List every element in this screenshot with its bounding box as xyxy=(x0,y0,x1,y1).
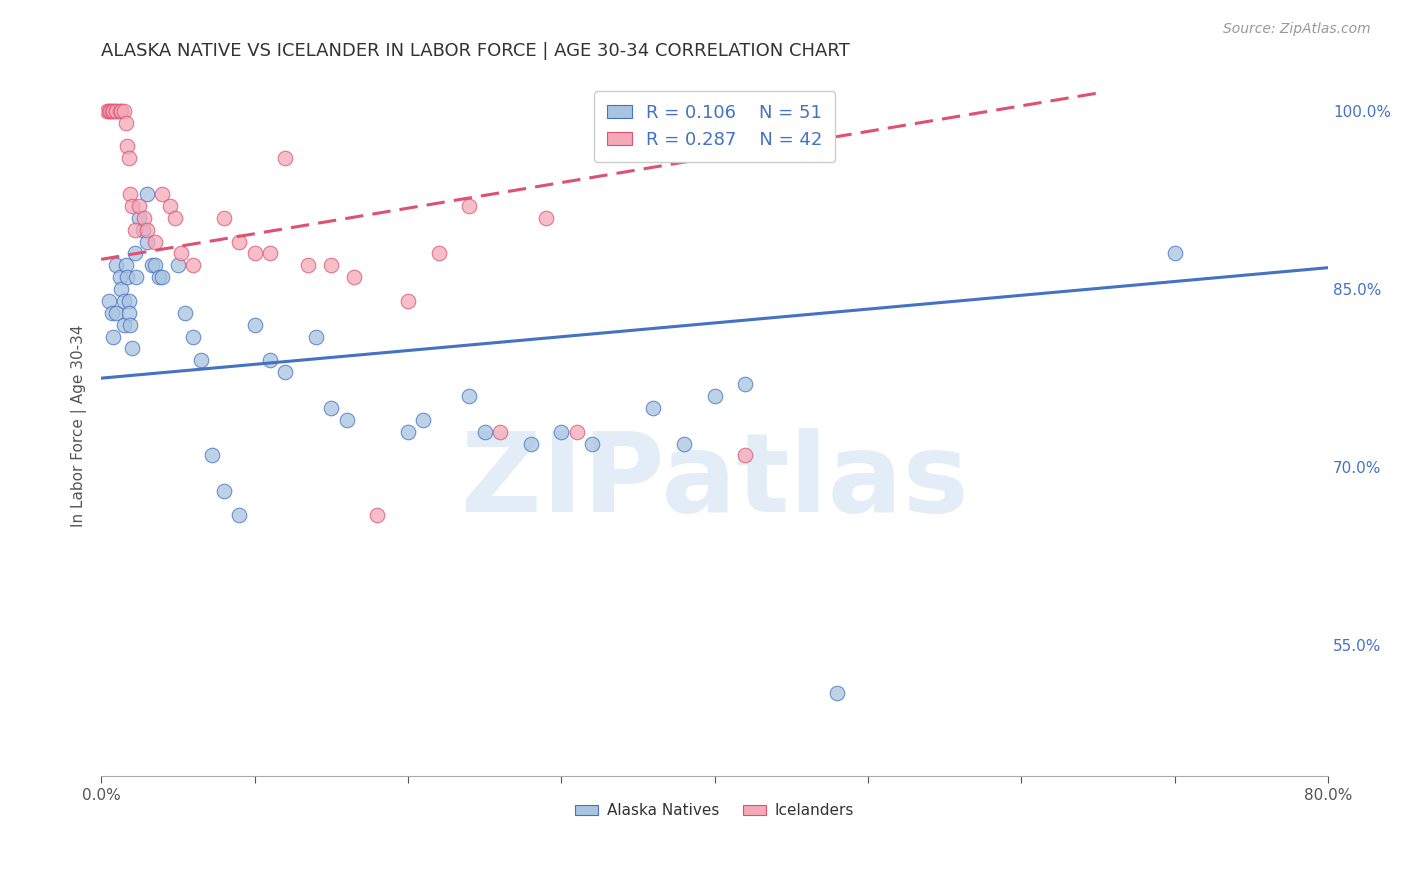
Point xyxy=(120,318,142,332)
Point xyxy=(474,425,496,439)
Text: ALASKA NATIVE VS ICELANDER IN LABOR FORCE | AGE 30-34 CORRELATION CHART: ALASKA NATIVE VS ICELANDER IN LABOR FORC… xyxy=(101,42,849,60)
Point xyxy=(259,353,281,368)
Point xyxy=(274,152,297,166)
Point xyxy=(101,103,124,118)
Point xyxy=(97,293,120,308)
Point xyxy=(118,152,141,166)
Point xyxy=(148,270,170,285)
Point xyxy=(581,436,603,450)
Point xyxy=(115,270,138,285)
Point xyxy=(136,187,159,202)
Point xyxy=(112,103,135,118)
Point xyxy=(152,270,174,285)
Point xyxy=(672,436,695,450)
Point xyxy=(143,235,166,249)
Point xyxy=(366,508,388,522)
Point xyxy=(174,306,197,320)
Point xyxy=(136,222,159,236)
Point xyxy=(321,401,343,415)
Point xyxy=(108,103,131,118)
Point xyxy=(110,282,132,296)
Point xyxy=(105,258,128,272)
Point xyxy=(128,211,150,225)
Point xyxy=(124,222,146,236)
Point xyxy=(181,258,204,272)
Point xyxy=(458,199,481,213)
Point xyxy=(343,270,366,285)
Point xyxy=(305,329,328,343)
Point xyxy=(396,425,419,439)
Point xyxy=(112,318,135,332)
Point xyxy=(108,270,131,285)
Point xyxy=(1164,246,1187,260)
Point xyxy=(132,211,155,225)
Point xyxy=(259,246,281,260)
Point xyxy=(181,329,204,343)
Point xyxy=(534,211,557,225)
Point xyxy=(105,103,128,118)
Point xyxy=(274,365,297,379)
Point xyxy=(212,211,235,225)
Point xyxy=(243,246,266,260)
Point xyxy=(125,270,148,285)
Point xyxy=(703,389,725,403)
Y-axis label: In Labor Force | Age 30-34: In Labor Force | Age 30-34 xyxy=(72,325,87,527)
Point xyxy=(412,413,434,427)
Point xyxy=(565,425,588,439)
Point xyxy=(121,199,143,213)
Point xyxy=(101,306,124,320)
Point xyxy=(131,222,153,236)
Point xyxy=(110,103,132,118)
Point xyxy=(212,483,235,498)
Point xyxy=(734,377,756,392)
Point xyxy=(335,413,357,427)
Point xyxy=(112,293,135,308)
Point xyxy=(141,258,163,272)
Point xyxy=(114,116,136,130)
Point xyxy=(103,103,125,118)
Point xyxy=(297,258,319,272)
Point xyxy=(163,211,186,225)
Point xyxy=(114,258,136,272)
Point xyxy=(96,103,118,118)
Point xyxy=(166,258,188,272)
Point xyxy=(105,103,128,118)
Point xyxy=(519,436,541,450)
Point xyxy=(243,318,266,332)
Point xyxy=(200,449,222,463)
Point xyxy=(190,353,212,368)
Point xyxy=(115,139,138,153)
Point xyxy=(143,258,166,272)
Point xyxy=(827,686,849,700)
Point xyxy=(103,329,125,343)
Text: ZIPatlas: ZIPatlas xyxy=(461,428,969,535)
Point xyxy=(550,425,572,439)
Point xyxy=(118,306,141,320)
Point xyxy=(489,425,512,439)
Point xyxy=(228,235,250,249)
Point xyxy=(396,293,419,308)
Point xyxy=(120,187,142,202)
Point xyxy=(124,246,146,260)
Point xyxy=(658,103,681,118)
Text: Source: ZipAtlas.com: Source: ZipAtlas.com xyxy=(1223,22,1371,37)
Point xyxy=(105,306,128,320)
Point xyxy=(98,103,121,118)
Point xyxy=(159,199,181,213)
Point xyxy=(643,401,665,415)
Point xyxy=(121,342,143,356)
Point xyxy=(97,103,120,118)
Legend: Alaska Natives, Icelanders: Alaska Natives, Icelanders xyxy=(569,797,860,824)
Point xyxy=(152,187,174,202)
Point xyxy=(170,246,193,260)
Point xyxy=(427,246,450,260)
Point xyxy=(128,199,150,213)
Point xyxy=(734,449,756,463)
Point xyxy=(118,293,141,308)
Point xyxy=(228,508,250,522)
Point xyxy=(458,389,481,403)
Point xyxy=(321,258,343,272)
Point xyxy=(136,235,159,249)
